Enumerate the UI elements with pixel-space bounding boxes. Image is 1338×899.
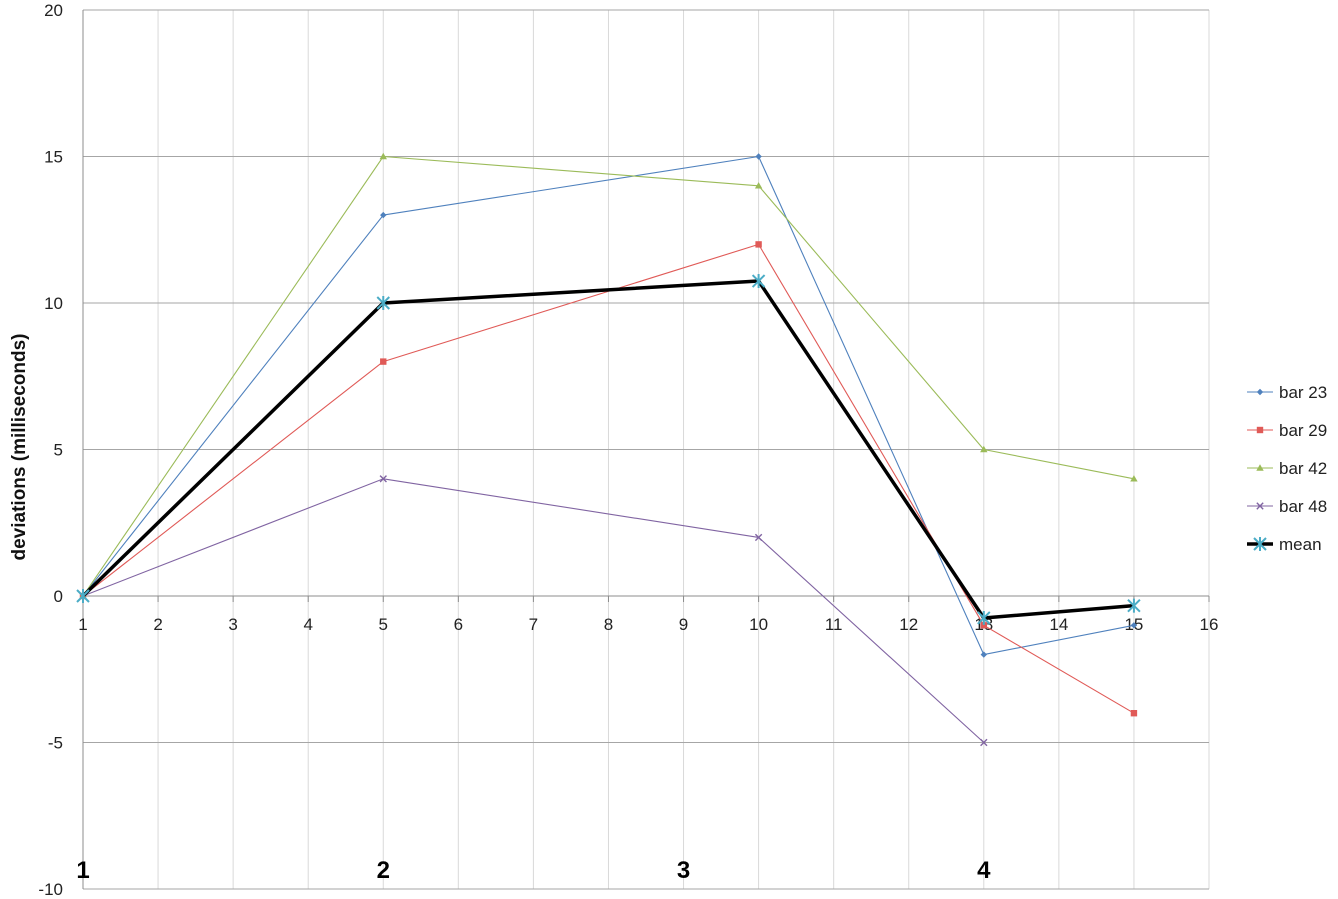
x-tick-label: 12 [899, 615, 918, 634]
legend-item: bar 23 [1247, 383, 1327, 402]
marker-stroke [1256, 502, 1264, 510]
x-tick-label: 8 [604, 615, 613, 634]
legend-marker [1256, 426, 1264, 434]
data-point [379, 475, 387, 483]
y-tick-label: 20 [44, 1, 63, 20]
series [76, 152, 1141, 747]
y-tick-label: 15 [44, 148, 63, 167]
legend-label: mean [1279, 535, 1322, 554]
legend-marker [1256, 464, 1264, 471]
x-tick-label: 4 [303, 615, 312, 634]
axes: -10-50510152012345678910111213141516 [38, 1, 1218, 899]
x-tick-label: 5 [379, 615, 388, 634]
data-point [977, 610, 991, 625]
data-point [380, 211, 387, 219]
y-tick-label: -5 [48, 734, 63, 753]
section-label: 3 [677, 857, 690, 884]
legend-item: mean [1247, 535, 1322, 554]
data-point [76, 589, 90, 603]
x-tick-label: 14 [1049, 615, 1068, 634]
legend-item: bar 42 [1247, 459, 1327, 478]
marker-stroke [980, 738, 988, 747]
data-point [754, 533, 763, 542]
data-point [379, 152, 387, 160]
legend-marker [1256, 502, 1264, 510]
x-tick-label: 3 [228, 615, 237, 634]
marker-stroke [754, 533, 763, 542]
data-point [1130, 475, 1138, 482]
data-point [751, 274, 766, 289]
section-label: 1 [76, 857, 89, 884]
data-point [755, 241, 762, 248]
data-point [980, 445, 988, 453]
legend-label: bar 23 [1279, 383, 1327, 402]
data-point [1130, 622, 1138, 629]
legend-item: bar 48 [1247, 497, 1327, 516]
data-point [754, 182, 763, 189]
y-axis-label: deviations (milliseconds) [9, 334, 30, 561]
y-tick-label: 5 [54, 441, 63, 460]
data-point [380, 358, 387, 365]
annotations: 1 2 3 4 [76, 857, 991, 884]
x-tick-label: 10 [749, 615, 768, 634]
legend-label: bar 29 [1279, 421, 1327, 440]
data-point [755, 153, 762, 160]
x-tick-label: 16 [1200, 615, 1219, 634]
legend-item: bar 29 [1247, 421, 1327, 440]
x-tick-label: 7 [529, 615, 538, 634]
x-tick-label: 1 [78, 615, 87, 634]
data-point [376, 296, 390, 310]
y-tick-label: -10 [38, 880, 63, 899]
x-tick-label: 2 [153, 615, 162, 634]
grid [83, 9, 1210, 890]
data-point [980, 622, 987, 629]
data-point [1127, 598, 1141, 613]
data-point [980, 651, 987, 658]
legend-marker [1256, 388, 1264, 396]
x-tick-label: 6 [454, 615, 463, 634]
section-label: 2 [377, 857, 390, 884]
data-point [1130, 710, 1138, 717]
legend-marker [1253, 537, 1267, 551]
marker-stroke [379, 475, 387, 483]
x-tick-label: 9 [679, 615, 688, 634]
series-line [82, 478, 985, 743]
legend: bar 23 bar 29 bar 42 bar 48 mean [1247, 383, 1327, 554]
legend-label: bar 42 [1279, 459, 1327, 478]
data-point [980, 738, 988, 747]
section-label: 4 [977, 857, 991, 884]
y-tick-label: 10 [44, 294, 63, 313]
y-tick-label: 0 [54, 587, 63, 606]
legend-label: bar 48 [1279, 497, 1327, 516]
x-tick-label: 11 [825, 615, 843, 634]
